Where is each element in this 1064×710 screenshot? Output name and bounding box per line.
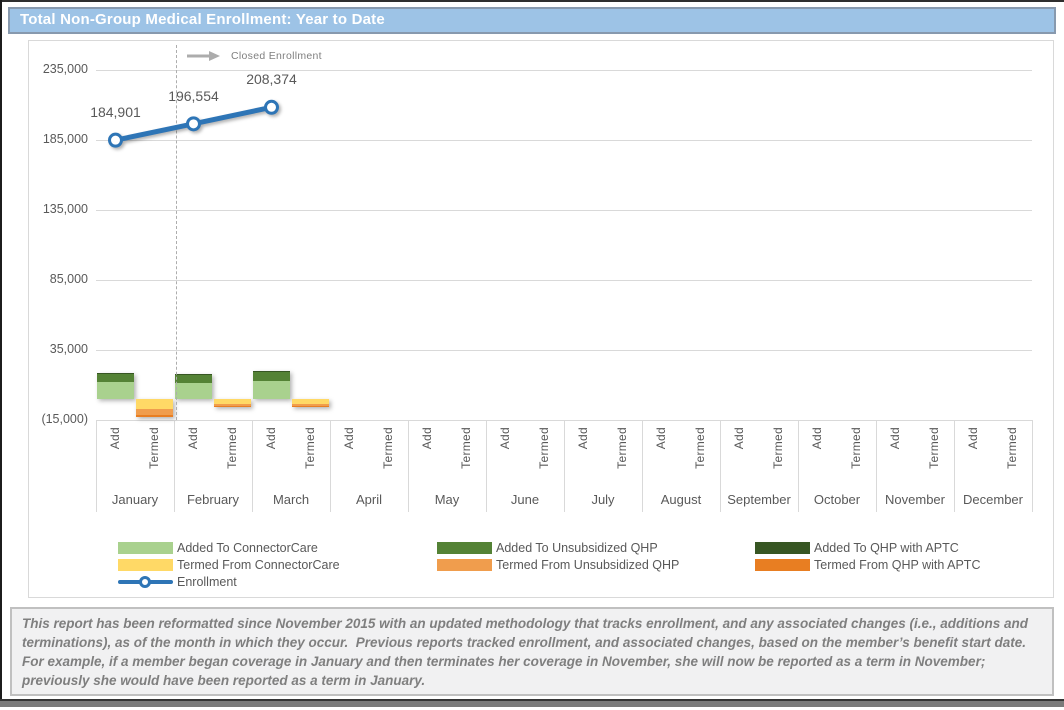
footnote-text: This report has been reformatted since N… — [22, 616, 1034, 689]
chart-frame — [28, 40, 1054, 598]
page-bottom-border — [0, 699, 1064, 707]
closed-enrollment-divider-line — [176, 45, 177, 420]
page-top-border — [0, 0, 1064, 2]
report-title-bar: Total Non-Group Medical Enrollment: Year… — [8, 7, 1056, 34]
closed-enrollment-label: Closed Enrollment — [231, 50, 322, 62]
page-left-border — [0, 0, 2, 707]
footnote-box: This report has been reformatted since N… — [10, 607, 1054, 696]
right-arrow-icon — [187, 51, 220, 61]
report-title: Total Non-Group Medical Enrollment: Year… — [20, 11, 385, 28]
closed-enrollment-annotation: Closed Enrollment — [186, 50, 322, 62]
